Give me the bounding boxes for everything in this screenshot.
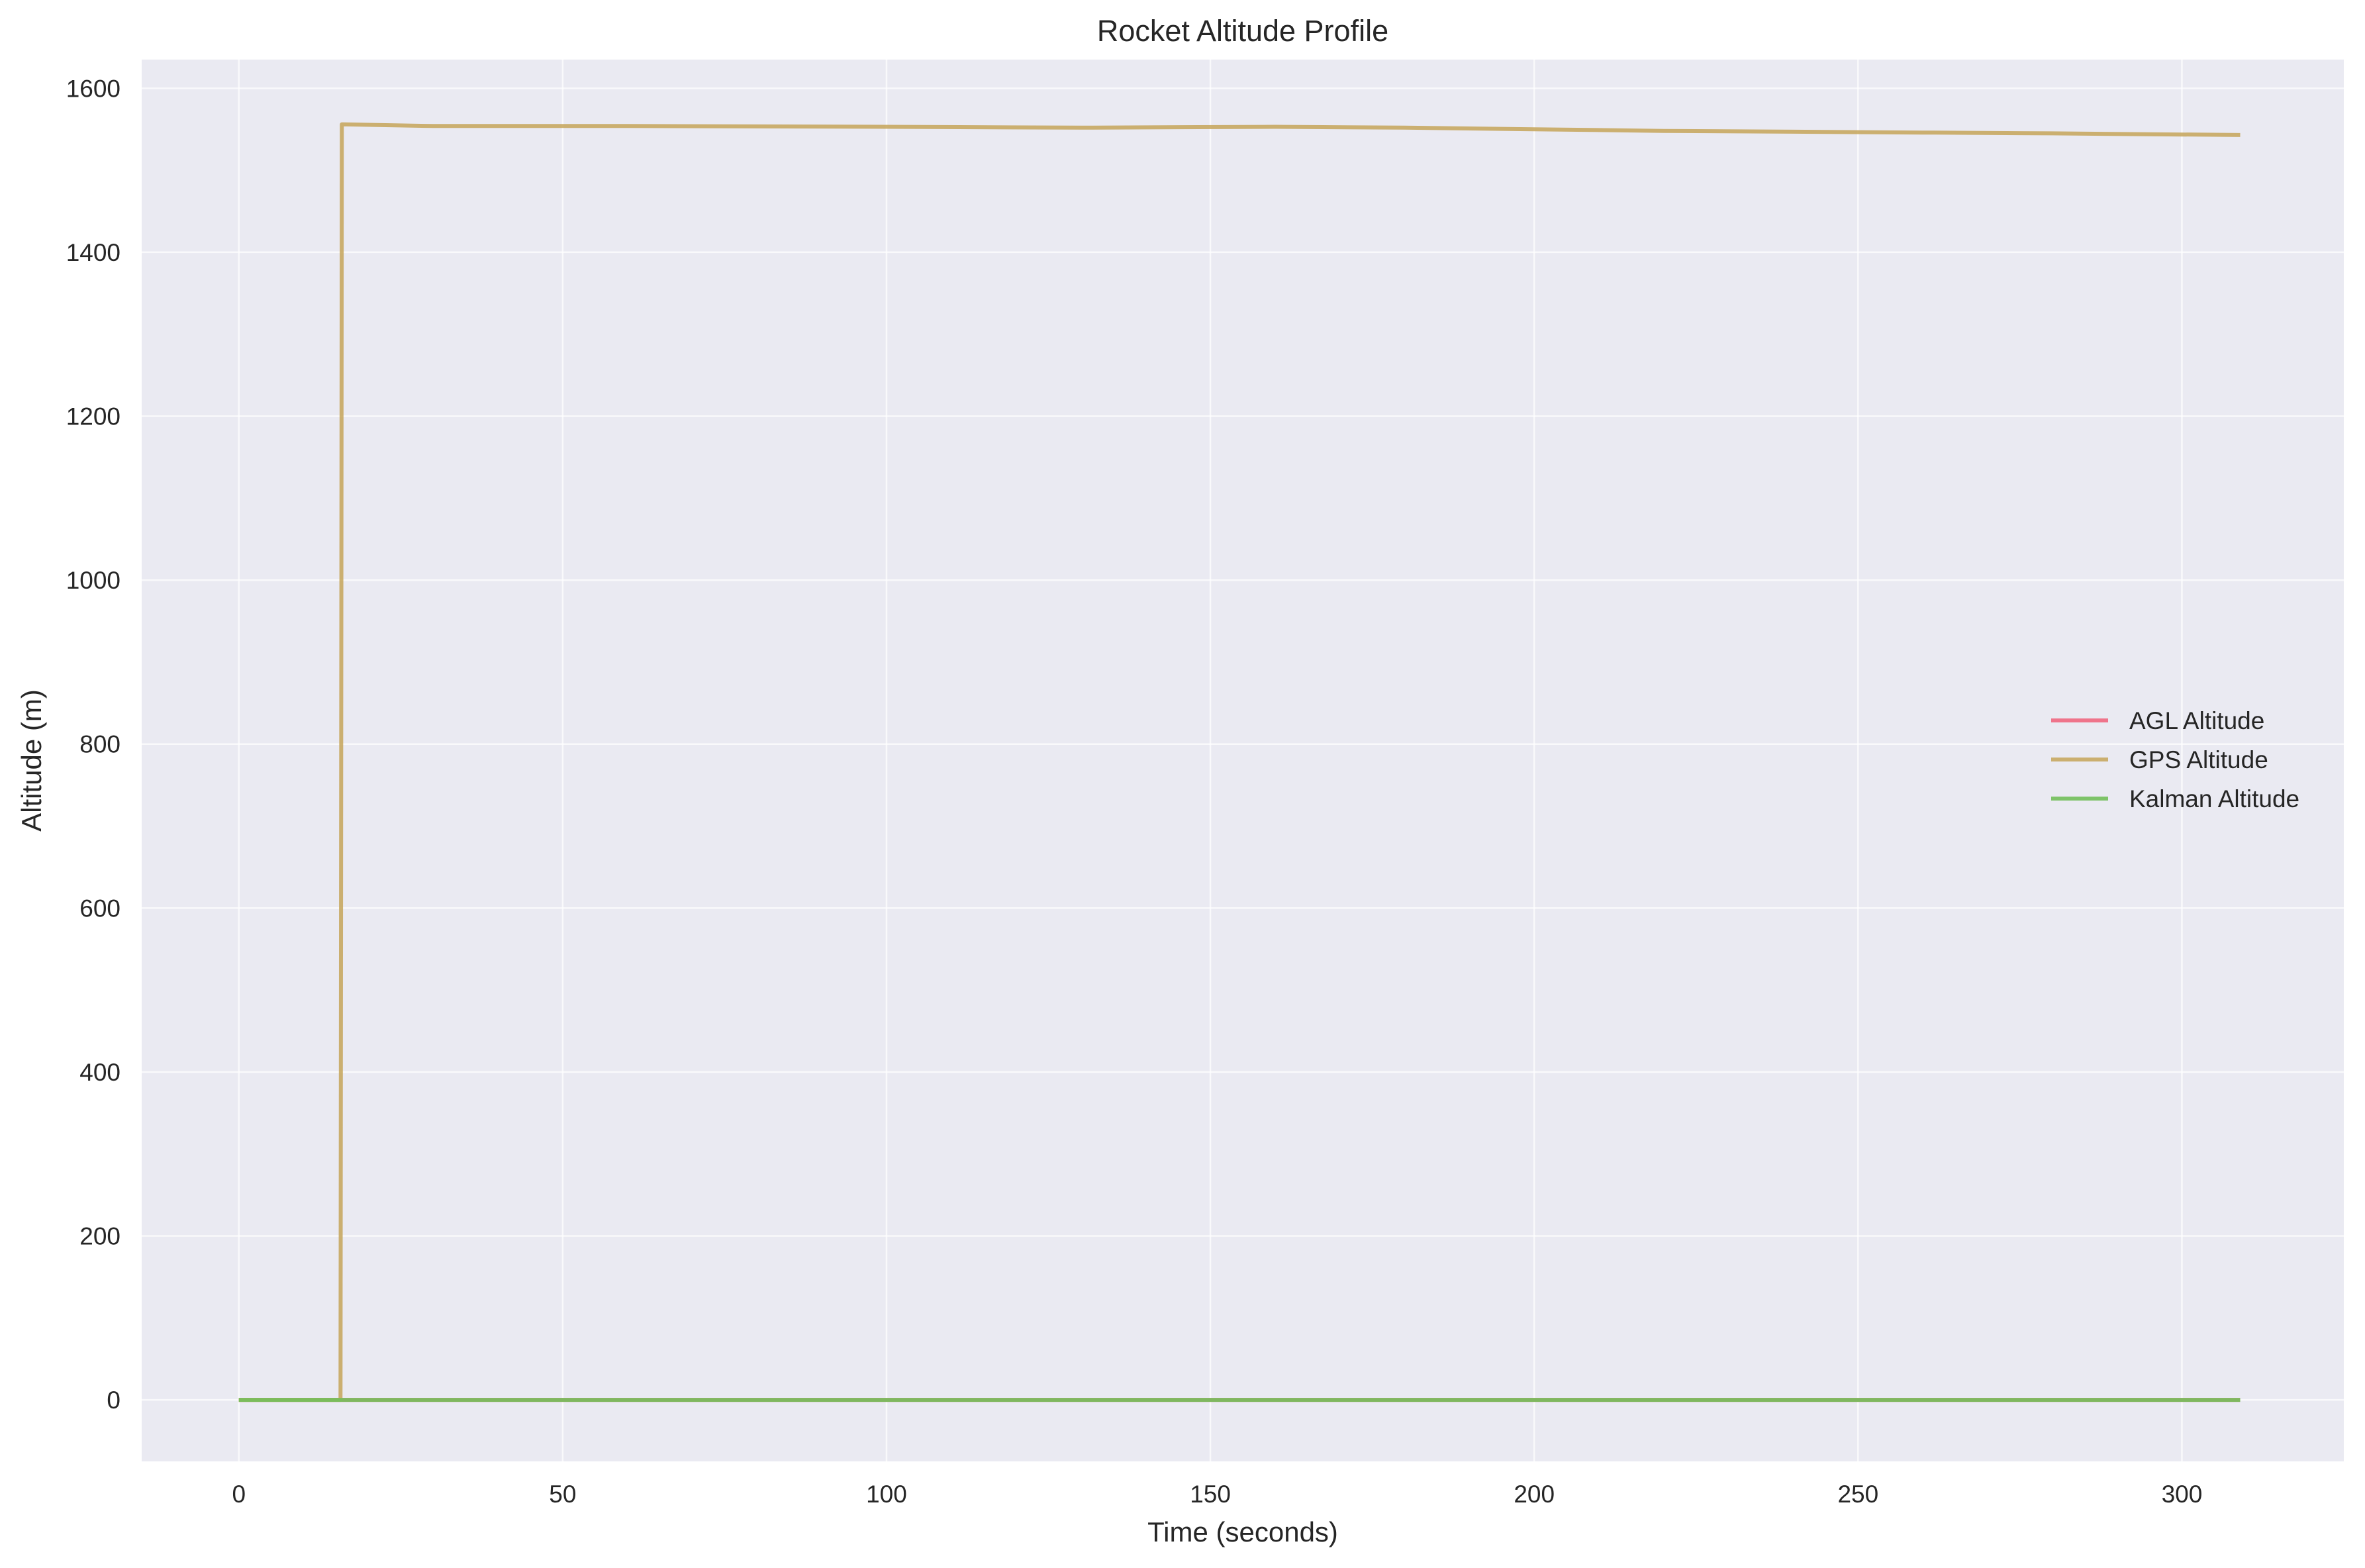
legend-label: AGL Altitude bbox=[2129, 707, 2264, 734]
legend-label: Kalman Altitude bbox=[2129, 785, 2299, 812]
y-axis-label: Altitude (m) bbox=[16, 689, 47, 832]
y-tick-label: 400 bbox=[79, 1059, 121, 1086]
x-tick-label: 150 bbox=[1190, 1481, 1231, 1508]
x-tick-label: 100 bbox=[866, 1481, 907, 1508]
y-tick-label: 600 bbox=[79, 895, 121, 922]
y-tick-label: 1600 bbox=[66, 75, 121, 102]
y-tick-label: 0 bbox=[107, 1387, 121, 1414]
plot-area bbox=[142, 60, 2344, 1461]
x-axis-label: Time (seconds) bbox=[1147, 1516, 1338, 1547]
x-axis-ticks: 0 50 100 150 200 250 300 bbox=[232, 1481, 2202, 1508]
legend: AGL Altitude GPS Altitude Kalman Altitude bbox=[2051, 707, 2299, 812]
series-line-gps-altitude bbox=[238, 122, 2241, 1402]
series-layer bbox=[238, 122, 2241, 1402]
x-tick-label: 300 bbox=[2162, 1481, 2203, 1508]
y-tick-label: 800 bbox=[79, 731, 121, 758]
y-axis-ticks: 0 200 400 600 800 1000 1200 1400 1600 bbox=[66, 75, 121, 1414]
x-tick-label: 200 bbox=[1514, 1481, 1555, 1508]
y-tick-label: 200 bbox=[79, 1223, 121, 1250]
legend-label: GPS Altitude bbox=[2129, 746, 2268, 773]
y-tick-label: 1200 bbox=[66, 403, 121, 430]
x-tick-label: 0 bbox=[232, 1481, 246, 1508]
x-tick-label: 50 bbox=[549, 1481, 576, 1508]
x-tick-label: 250 bbox=[1837, 1481, 1878, 1508]
y-tick-label: 1400 bbox=[66, 239, 121, 266]
y-tick-label: 1000 bbox=[66, 567, 121, 594]
chart-title: Rocket Altitude Profile bbox=[1097, 14, 1388, 48]
